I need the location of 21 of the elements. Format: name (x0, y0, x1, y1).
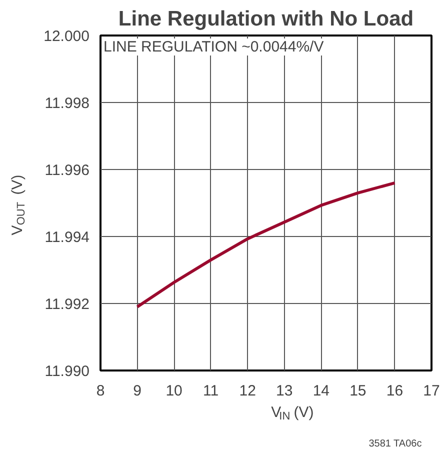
y-tick-label: 11.992 (44, 296, 90, 313)
y-tick-label: 11.994 (44, 229, 90, 246)
text: 3581 TA06c (368, 438, 422, 450)
x-tick-label: 8 (96, 382, 105, 400)
x-tick-label: 11 (203, 382, 219, 400)
y-axis-title: VOUT (V) (9, 174, 28, 236)
y-tick-label: 11.990 (44, 363, 90, 380)
annotation: LINE REGULATION ~0.0044%/V (104, 38, 324, 56)
y-tick-label: 12.000 (44, 28, 90, 45)
x-tick-label: 13 (276, 382, 293, 400)
x-tick-label: 14 (312, 382, 330, 400)
x-tick-label: 15 (350, 382, 366, 400)
x-tick-label: 12 (239, 382, 256, 400)
x-tick-label: 17 (423, 382, 440, 400)
x-tick-label: 9 (133, 382, 142, 400)
x-tick-label: 16 (386, 382, 404, 400)
y-tick-label: 11.996 (44, 162, 90, 179)
line-series (136, 181, 396, 308)
chart-title: Line Regulation with No Load (118, 8, 414, 30)
x-tick-label: 10 (166, 382, 182, 400)
y-tick-label: 11.998 (44, 95, 90, 112)
